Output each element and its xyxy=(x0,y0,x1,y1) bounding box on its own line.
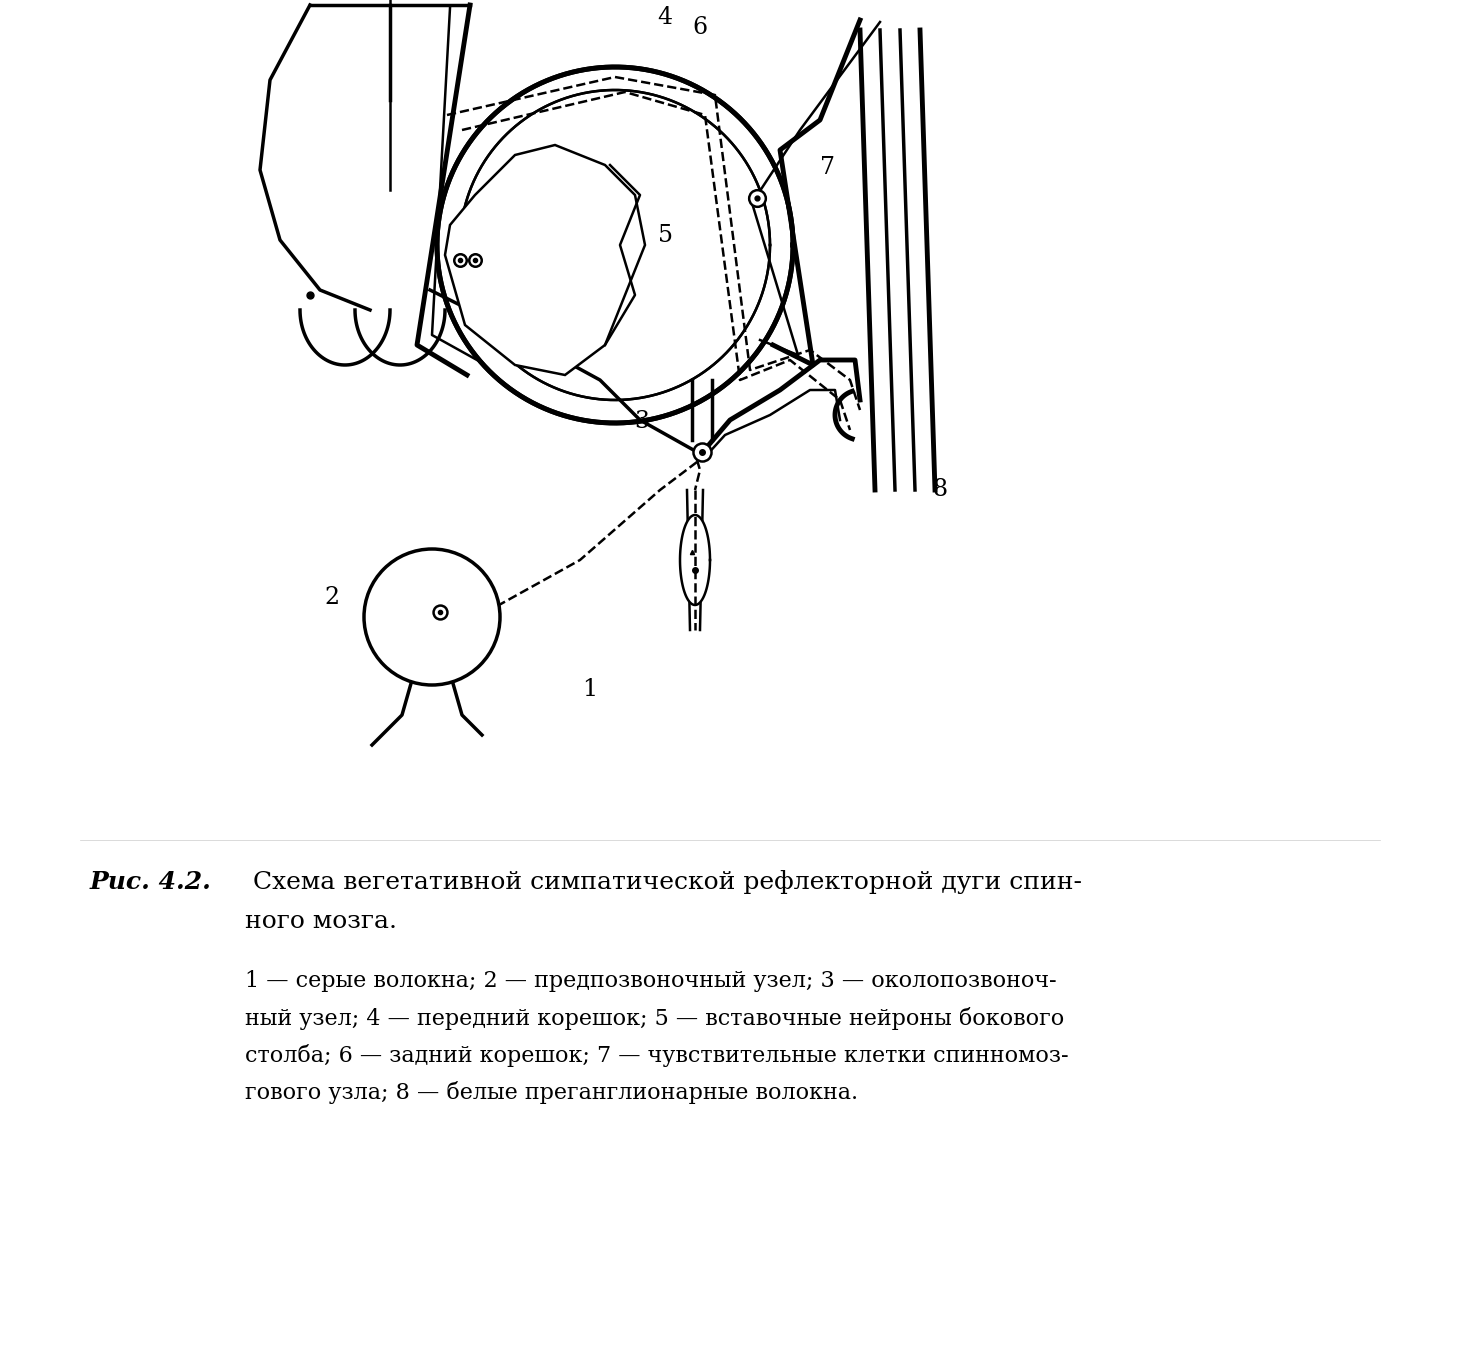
Polygon shape xyxy=(680,514,710,605)
Polygon shape xyxy=(446,144,645,375)
Text: гового узла; 8 — белые преганглионарные волокна.: гового узла; 8 — белые преганглионарные … xyxy=(245,1081,858,1104)
Text: столба; 6 — задний корешок; 7 — чувствительные клетки спинномоз-: столба; 6 — задний корешок; 7 — чувствит… xyxy=(245,1044,1069,1066)
Text: ного мозга.: ного мозга. xyxy=(245,910,397,933)
Text: 3: 3 xyxy=(635,410,649,433)
Text: 4: 4 xyxy=(657,5,673,28)
Text: 6: 6 xyxy=(692,16,708,39)
Text: 7: 7 xyxy=(819,157,834,180)
Polygon shape xyxy=(432,62,798,428)
Circle shape xyxy=(364,549,500,684)
Text: 1: 1 xyxy=(582,679,598,702)
Text: 2: 2 xyxy=(324,586,340,609)
Text: ный узел; 4 — передний корешок; 5 — вставочные нейроны бокового: ный узел; 4 — передний корешок; 5 — вста… xyxy=(245,1007,1064,1030)
Text: 8: 8 xyxy=(932,478,947,501)
Text: Схема вегетативной симпатической рефлекторной дуги спин-: Схема вегетативной симпатической рефлект… xyxy=(245,869,1082,894)
Text: Рис. 4.2.: Рис. 4.2. xyxy=(89,869,213,894)
Text: 5: 5 xyxy=(657,224,673,247)
Text: 1 — серые волокна; 2 — предпозвоночный узел; 3 — околопозвоноч-: 1 — серые волокна; 2 — предпозвоночный у… xyxy=(245,971,1057,992)
